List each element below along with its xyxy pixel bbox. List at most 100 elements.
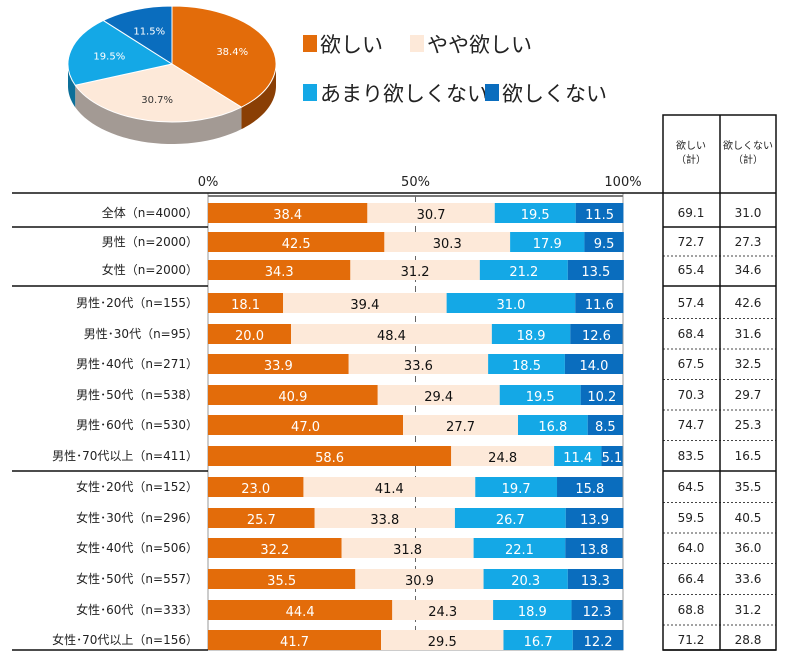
bar-segment-3 bbox=[567, 569, 623, 589]
bar-value-label: 18.9 bbox=[518, 605, 547, 620]
bar-value-label: 47.0 bbox=[291, 420, 320, 435]
pie-slice-2 bbox=[67, 19, 174, 86]
bar-segment-1 bbox=[355, 569, 484, 589]
bar-value-label: 30.7 bbox=[417, 208, 446, 223]
total-want: 68.4 bbox=[678, 327, 705, 341]
pie-slice-0 bbox=[171, 5, 277, 108]
bar-value-label: 21.2 bbox=[509, 265, 538, 280]
bar-value-label: 38.4 bbox=[273, 208, 302, 223]
total-want: 71.2 bbox=[678, 633, 705, 647]
bar-value-label: 26.7 bbox=[496, 513, 525, 528]
bar-segment-3 bbox=[575, 293, 624, 313]
bar-segment-1 bbox=[303, 477, 476, 497]
row-label: 男性･20代（n=155） bbox=[76, 296, 198, 310]
bar-segment-0 bbox=[208, 630, 382, 650]
total-not-want: 34.6 bbox=[735, 263, 762, 277]
total-not-want: 42.6 bbox=[735, 296, 762, 310]
bar-segment-0 bbox=[208, 324, 291, 344]
bar-segment-2 bbox=[499, 385, 581, 405]
row-label: 女性･30代（n=296） bbox=[76, 510, 198, 525]
bar-segment-1 bbox=[314, 508, 455, 528]
bar-segment-2 bbox=[475, 477, 558, 497]
bar-value-label: 18.1 bbox=[231, 298, 260, 313]
bar-segment-3 bbox=[572, 630, 624, 650]
bar-value-label: 25.7 bbox=[247, 513, 276, 528]
bar-value-label: 9.5 bbox=[594, 237, 615, 252]
bar-segment-3 bbox=[575, 203, 624, 223]
bar-value-label: 31.0 bbox=[496, 298, 525, 313]
total-want: 68.8 bbox=[678, 603, 705, 617]
bar-value-label: 12.2 bbox=[584, 635, 613, 650]
total-want: 64.5 bbox=[678, 480, 705, 494]
x-tick-label: 50% bbox=[401, 175, 430, 190]
bar-value-label: 23.0 bbox=[241, 482, 270, 497]
bar-value-label: 19.7 bbox=[502, 482, 531, 497]
pie-label: 11.5% bbox=[133, 26, 165, 37]
bar-segment-3 bbox=[564, 354, 623, 374]
bar-value-label: 30.9 bbox=[405, 574, 434, 589]
pie-label: 19.5% bbox=[93, 52, 125, 63]
bar-value-label: 5.1 bbox=[602, 451, 623, 466]
bar-value-label: 31.8 bbox=[393, 543, 422, 558]
bar-segment-0 bbox=[208, 477, 304, 497]
legend-label: あまり欲しくない bbox=[320, 82, 488, 106]
bar-segment-0 bbox=[208, 385, 378, 405]
total-not-want: 35.5 bbox=[735, 480, 762, 494]
bar-segment-2 bbox=[503, 630, 573, 650]
bar-segment-3 bbox=[601, 446, 623, 466]
bar-value-label: 33.8 bbox=[370, 513, 399, 528]
bar-value-label: 13.5 bbox=[581, 265, 610, 280]
bar-segment-3 bbox=[565, 508, 624, 528]
total-want: 66.4 bbox=[678, 572, 705, 586]
total-want: 83.5 bbox=[678, 449, 705, 463]
bar-value-label: 41.7 bbox=[280, 635, 309, 650]
legend-label: やや欲しい bbox=[427, 33, 532, 57]
bar-segment-0 bbox=[208, 415, 404, 435]
bar-segment-1 bbox=[291, 324, 492, 344]
total-not-want: 31.0 bbox=[735, 206, 762, 220]
row-label: 女性（n=2000） bbox=[102, 262, 198, 277]
total-not-want: 16.5 bbox=[735, 449, 762, 463]
row-label: 女性･70代以上（n=156） bbox=[52, 632, 198, 647]
total-want: 59.5 bbox=[678, 511, 705, 525]
x-tick-label: 0% bbox=[198, 175, 219, 190]
total-not-want: 31.2 bbox=[735, 603, 762, 617]
bar-segment-2 bbox=[454, 508, 566, 528]
bar-value-label: 48.4 bbox=[377, 329, 406, 344]
bar-segment-3 bbox=[587, 415, 623, 435]
total-not-want: 33.6 bbox=[735, 572, 762, 586]
bar-segment-1 bbox=[341, 538, 474, 558]
total-want: 65.4 bbox=[678, 263, 705, 277]
bar-value-label: 13.8 bbox=[579, 543, 608, 558]
bar-segment-2 bbox=[483, 569, 568, 589]
legend-swatch bbox=[485, 84, 499, 101]
bar-value-label: 58.6 bbox=[315, 451, 344, 466]
total-not-want: 27.3 bbox=[735, 235, 762, 249]
row-label: 女性･50代（n=557） bbox=[76, 571, 198, 586]
bar-segment-1 bbox=[451, 446, 555, 466]
total-not-want: 28.8 bbox=[735, 633, 762, 647]
bar-value-label: 19.5 bbox=[526, 390, 555, 405]
x-tick-label: 100% bbox=[604, 175, 641, 190]
table-header-unit: （計） bbox=[733, 153, 763, 166]
row-label: 女性･60代（n=333） bbox=[76, 602, 198, 617]
bar-segment-2 bbox=[491, 324, 571, 344]
bar-segment-2 bbox=[494, 203, 576, 223]
bar-segment-0 bbox=[208, 446, 452, 466]
bar-segment-2 bbox=[473, 538, 566, 558]
bar-value-label: 29.5 bbox=[428, 635, 457, 650]
bar-segment-3 bbox=[571, 600, 623, 620]
bar-segment-3 bbox=[584, 232, 624, 252]
table-header-unit: （計） bbox=[676, 153, 706, 166]
row-label: 男性･50代（n=538） bbox=[76, 388, 198, 402]
bar-value-label: 19.5 bbox=[521, 208, 550, 223]
pie-side-1 bbox=[75, 85, 242, 144]
total-not-want: 25.3 bbox=[735, 418, 762, 432]
total-want: 64.0 bbox=[678, 541, 705, 555]
pie-slice-3 bbox=[102, 5, 173, 65]
total-want: 70.3 bbox=[678, 388, 705, 402]
bar-segment-1 bbox=[392, 600, 494, 620]
bar-segment-2 bbox=[510, 232, 585, 252]
bar-value-label: 41.4 bbox=[375, 482, 404, 497]
bar-segment-0 bbox=[208, 508, 315, 528]
